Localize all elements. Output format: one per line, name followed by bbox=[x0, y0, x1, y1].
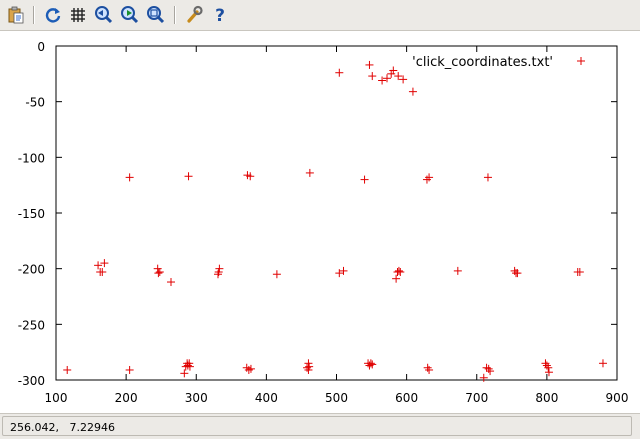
y-tick-label: -150 bbox=[18, 207, 45, 221]
data-point bbox=[213, 270, 222, 279]
x-tick-label: 400 bbox=[255, 391, 278, 405]
clipboard-icon[interactable] bbox=[5, 4, 27, 26]
y-tick-label: -300 bbox=[18, 374, 45, 388]
toolbar-separator bbox=[174, 6, 176, 24]
data-point bbox=[482, 363, 491, 372]
data-point bbox=[335, 68, 344, 77]
grid-icon[interactable] bbox=[67, 4, 89, 26]
data-point bbox=[408, 87, 417, 96]
y-tick-label: -250 bbox=[18, 318, 45, 332]
data-point bbox=[98, 268, 107, 277]
data-point bbox=[100, 259, 109, 268]
data-point bbox=[305, 168, 314, 177]
data-point bbox=[125, 365, 134, 374]
data-point bbox=[167, 278, 176, 287]
data-point bbox=[366, 359, 375, 368]
wrench-icon[interactable] bbox=[183, 4, 205, 26]
data-point bbox=[423, 363, 432, 372]
data-point bbox=[389, 66, 398, 75]
data-point bbox=[396, 268, 405, 277]
data-point bbox=[185, 359, 194, 368]
data-point bbox=[246, 172, 255, 181]
y-tick-label: 0 bbox=[37, 40, 45, 54]
data-point bbox=[244, 365, 253, 374]
x-tick-label: 600 bbox=[395, 391, 418, 405]
data-point bbox=[422, 175, 431, 184]
data-point bbox=[378, 76, 387, 85]
zoom-fit-icon[interactable] bbox=[145, 4, 167, 26]
data-point bbox=[394, 72, 403, 81]
data-point bbox=[183, 361, 192, 370]
data-point bbox=[155, 268, 164, 277]
data-point bbox=[215, 264, 224, 273]
data-point bbox=[303, 363, 312, 372]
data-point bbox=[153, 264, 162, 273]
data-point bbox=[382, 74, 391, 83]
data-point bbox=[513, 269, 522, 278]
data-point bbox=[544, 368, 553, 377]
data-point bbox=[304, 359, 313, 368]
plot-area[interactable]: 100 200 300 400 500 600 700 800 900 0 -50 -100 -150 -… bbox=[0, 31, 640, 413]
x-tick-label: 300 bbox=[185, 391, 208, 405]
data-point bbox=[392, 274, 401, 283]
data-point bbox=[425, 173, 434, 182]
data-point bbox=[246, 364, 255, 373]
legend-label: 'click_coordinates.txt' bbox=[412, 55, 553, 70]
zoom-forward-icon[interactable] bbox=[119, 4, 141, 26]
data-point bbox=[360, 175, 369, 184]
mouse-coordinates: 256.042, 7.22946 bbox=[10, 421, 115, 434]
data-point bbox=[479, 373, 488, 382]
plot-border bbox=[55, 45, 618, 381]
data-point bbox=[272, 270, 281, 279]
toolbar-separator bbox=[33, 6, 35, 24]
data-point bbox=[399, 75, 408, 84]
data-point bbox=[542, 361, 551, 370]
y-tick-label: -200 bbox=[18, 263, 45, 277]
data-point bbox=[63, 365, 72, 374]
data-point bbox=[425, 365, 434, 374]
data-point bbox=[365, 60, 374, 69]
data-point bbox=[339, 266, 348, 275]
data-point bbox=[486, 367, 495, 376]
data-point bbox=[483, 173, 492, 182]
zoom-back-icon[interactable] bbox=[93, 4, 115, 26]
data-point bbox=[185, 362, 194, 371]
y-tick-label: -50 bbox=[25, 96, 45, 110]
status-frame bbox=[2, 416, 632, 436]
data-point bbox=[368, 72, 377, 81]
x-tick-label: 700 bbox=[465, 391, 488, 405]
help-icon[interactable]: ? bbox=[209, 4, 231, 26]
status-bar: 256.042, 7.22946 bbox=[0, 413, 640, 439]
data-point bbox=[305, 362, 314, 371]
y-tick-label: -100 bbox=[18, 151, 45, 165]
x-tick-label: 200 bbox=[115, 391, 138, 405]
data-point bbox=[453, 266, 462, 275]
data-point bbox=[94, 261, 103, 270]
data-point bbox=[544, 363, 553, 372]
data-point bbox=[335, 269, 344, 278]
x-tick-label: 500 bbox=[325, 391, 348, 405]
data-point bbox=[598, 359, 607, 368]
data-point bbox=[484, 364, 493, 373]
data-point bbox=[184, 172, 193, 181]
data-point bbox=[125, 173, 134, 182]
data-point bbox=[394, 266, 403, 275]
svg-text:?: ? bbox=[215, 6, 225, 26]
data-point bbox=[368, 360, 377, 369]
data-point bbox=[304, 365, 313, 374]
data-point bbox=[180, 369, 189, 378]
x-tick-label: 800 bbox=[535, 391, 558, 405]
data-point bbox=[154, 269, 163, 278]
data-point bbox=[387, 69, 396, 78]
data-point bbox=[242, 363, 251, 372]
data-point bbox=[214, 268, 223, 277]
x-tick-label: 900 bbox=[606, 391, 629, 405]
refresh-icon[interactable] bbox=[42, 4, 64, 26]
data-point bbox=[575, 268, 584, 277]
x-tick-label: 100 bbox=[45, 391, 68, 405]
toolbar: ? bbox=[0, 0, 640, 31]
